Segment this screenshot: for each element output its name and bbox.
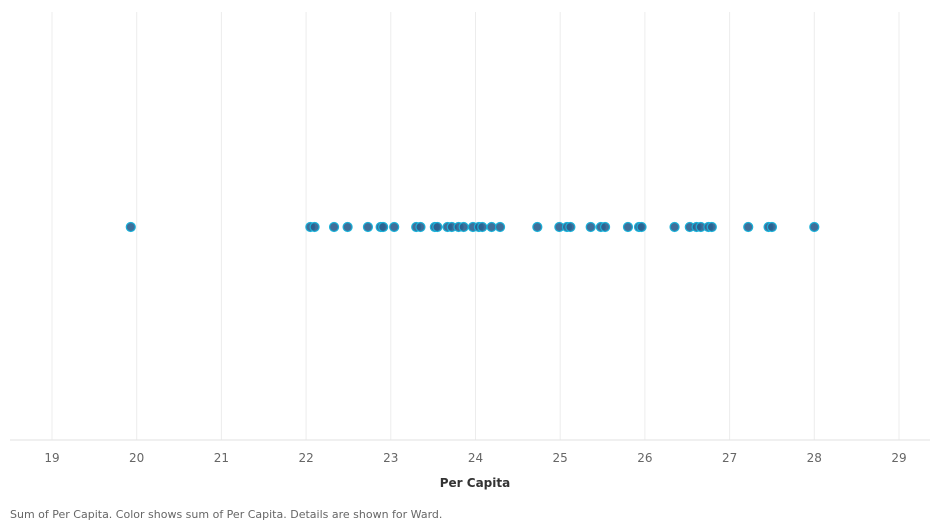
data-point[interactable] bbox=[622, 221, 634, 233]
x-tick-label: 21 bbox=[214, 451, 229, 465]
data-point[interactable] bbox=[415, 221, 426, 233]
data-point[interactable] bbox=[766, 221, 778, 233]
chart-caption: Sum of Per Capita. Color shows sum of Pe… bbox=[10, 508, 443, 521]
data-point[interactable] bbox=[585, 221, 596, 233]
x-tick-label: 23 bbox=[383, 451, 398, 465]
x-tick-labels: 19 20 21 22 23 24 25 26 27 28 29 bbox=[44, 451, 906, 465]
x-tick-label: 27 bbox=[722, 451, 737, 465]
data-point[interactable] bbox=[432, 221, 443, 233]
data-point[interactable] bbox=[809, 221, 820, 233]
data-point[interactable] bbox=[125, 221, 136, 233]
data-point[interactable] bbox=[599, 221, 611, 233]
x-tick-label: 20 bbox=[129, 451, 144, 465]
data-point[interactable] bbox=[532, 221, 543, 233]
data-point[interactable] bbox=[669, 221, 680, 233]
data-point[interactable] bbox=[309, 221, 320, 233]
data-point[interactable] bbox=[636, 221, 647, 233]
data-point[interactable] bbox=[458, 221, 469, 233]
data-point[interactable] bbox=[389, 221, 400, 233]
x-tick-label: 28 bbox=[807, 451, 822, 465]
data-point[interactable] bbox=[477, 221, 488, 233]
data-points bbox=[125, 221, 820, 233]
x-axis-title: Per Capita bbox=[440, 476, 510, 490]
x-tick-label: 24 bbox=[468, 451, 483, 465]
x-tick-label: 26 bbox=[637, 451, 652, 465]
data-point[interactable] bbox=[706, 221, 717, 233]
data-point[interactable] bbox=[362, 221, 374, 233]
data-point[interactable] bbox=[342, 221, 353, 233]
data-point[interactable] bbox=[378, 221, 389, 233]
data-point[interactable] bbox=[494, 221, 506, 233]
x-tick-label: 29 bbox=[891, 451, 906, 465]
x-tick-label: 22 bbox=[298, 451, 313, 465]
x-tick-label: 19 bbox=[44, 451, 59, 465]
x-tick-label: 25 bbox=[553, 451, 568, 465]
data-point[interactable] bbox=[743, 221, 754, 233]
data-point[interactable] bbox=[565, 221, 576, 233]
data-point[interactable] bbox=[486, 221, 497, 233]
data-point[interactable] bbox=[328, 221, 340, 233]
